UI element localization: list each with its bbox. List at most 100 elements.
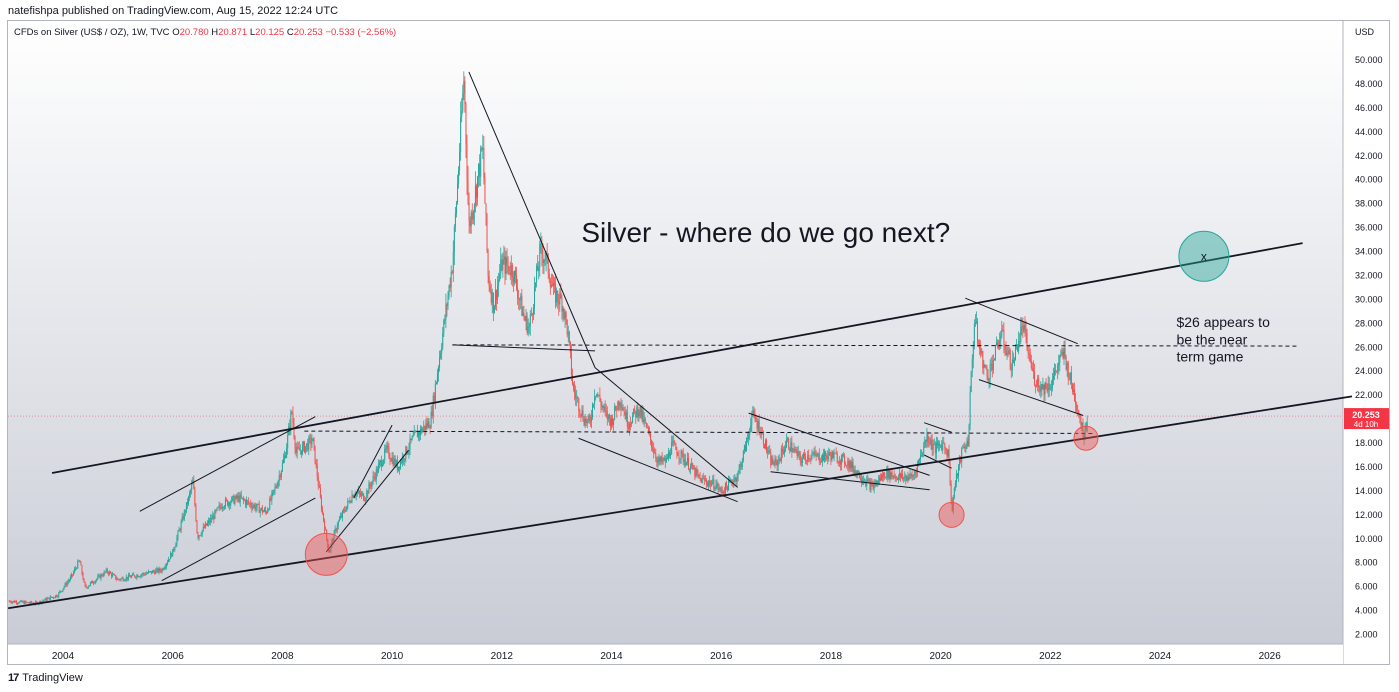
candle-body	[318, 485, 320, 488]
plot-background	[8, 21, 1343, 644]
candle-body	[468, 203, 470, 222]
candle-body	[788, 438, 790, 449]
symbol-legend[interactable]: CFDs on Silver (US$ / OZ), 1W, TVC O20.7…	[14, 27, 396, 38]
candle-body	[638, 412, 640, 417]
candle-body	[870, 482, 872, 490]
candle-body	[460, 117, 462, 153]
price-axis-panel[interactable]	[1343, 21, 1389, 664]
candle-body	[13, 601, 15, 603]
candle-body	[634, 408, 636, 412]
candle-body	[563, 308, 565, 319]
candle-body	[440, 353, 442, 358]
candle-body	[624, 411, 626, 419]
candle-body	[960, 458, 962, 462]
trend-line	[353, 424, 393, 499]
candle-body	[29, 601, 31, 604]
candle-body	[1037, 378, 1039, 386]
candle-body	[501, 259, 503, 271]
candle-body	[846, 465, 848, 467]
candle-body	[8, 601, 10, 602]
candle-body	[746, 438, 748, 451]
candle-body	[678, 455, 680, 459]
candle-body	[645, 422, 647, 428]
candle-body	[498, 279, 500, 286]
candle-body	[1055, 369, 1057, 371]
candle-body	[799, 454, 801, 461]
candle-body	[651, 439, 653, 447]
candle-body	[920, 455, 922, 460]
candle-body	[11, 601, 13, 603]
candle-body	[1062, 351, 1064, 358]
candle-body	[167, 559, 169, 563]
candle-body	[948, 449, 950, 464]
candle-body	[400, 461, 402, 469]
candle-body	[802, 454, 804, 459]
candle-body	[466, 143, 468, 181]
candle-body	[235, 495, 237, 499]
candle-body	[212, 515, 214, 520]
candle-body	[947, 449, 949, 457]
candle-body	[366, 490, 368, 499]
candle-body	[704, 480, 706, 481]
candle-body	[385, 448, 387, 450]
candle-body	[299, 450, 301, 452]
candle-body	[809, 458, 811, 460]
candle-body	[438, 367, 440, 374]
candle-body	[793, 449, 795, 452]
candle-body	[734, 477, 736, 481]
candle-body	[387, 445, 389, 448]
candle-body	[656, 458, 658, 463]
candle-body	[973, 323, 975, 346]
candle-body	[878, 477, 880, 481]
trend-line	[770, 471, 930, 491]
time-axis-panel[interactable]	[8, 644, 1343, 664]
candle-body	[533, 286, 535, 309]
candle-body	[663, 457, 665, 460]
candle-body	[44, 598, 46, 601]
y-tick-label: 24.000	[1355, 366, 1383, 376]
candle-body	[760, 432, 762, 435]
candle-body	[441, 347, 443, 354]
candle-body	[526, 315, 528, 333]
y-tick-label: 38.000	[1355, 199, 1383, 209]
candle-body	[470, 212, 472, 227]
candle-body	[101, 574, 103, 576]
candle-body	[450, 272, 452, 288]
candle-body	[253, 504, 255, 507]
candle-body	[539, 244, 541, 267]
candle-body	[194, 488, 196, 505]
candle-body	[473, 204, 475, 213]
candle-body	[988, 378, 990, 381]
candle-body	[629, 423, 631, 425]
candle-body	[9, 601, 11, 603]
candle-body	[393, 458, 395, 466]
candle-body	[946, 450, 948, 457]
candle-body	[410, 438, 412, 441]
candle-body	[619, 403, 621, 406]
candle-body	[578, 398, 580, 412]
footer-brand[interactable]: 17 TradingView	[8, 672, 83, 684]
candle-body	[1039, 387, 1041, 392]
candle-body	[402, 456, 404, 463]
candle-body	[94, 582, 96, 584]
candle-body	[50, 596, 52, 598]
candle-body	[346, 505, 348, 511]
candle-body	[584, 418, 586, 426]
candle-body	[655, 453, 657, 459]
candle-body	[343, 509, 345, 511]
trend-line	[452, 344, 596, 352]
candle-body	[1054, 369, 1056, 376]
candle-body	[723, 491, 725, 494]
resistance-dashed-line	[452, 344, 1298, 347]
price-chart[interactable]: USD 50.000 48.000 46.000 44.000 42.000 40.000…	[8, 21, 1389, 664]
candle-body	[929, 442, 931, 444]
candle-body	[984, 364, 986, 367]
candle-body	[1056, 370, 1058, 372]
candle-body	[781, 448, 783, 452]
candle-body	[1080, 416, 1082, 426]
candle-body	[220, 507, 222, 509]
candle-body	[832, 451, 834, 459]
candle-body	[772, 458, 774, 464]
candle-body	[193, 480, 195, 489]
candle-body	[296, 446, 298, 453]
